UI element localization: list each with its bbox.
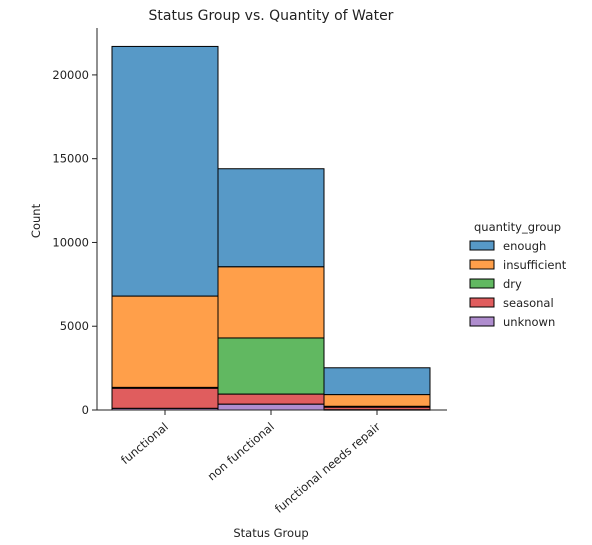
x-tick-label: non functional — [205, 420, 277, 484]
x-axis-label: Status Group — [233, 526, 308, 540]
bar-functional-needs-repair-enough — [323, 367, 431, 396]
bar-non-functional-seasonal — [217, 393, 325, 405]
legend-swatch-unknown — [469, 316, 495, 327]
y-tick-label: 20000 — [52, 68, 89, 82]
legend-swatch-insufficient — [469, 259, 495, 270]
bars-layer — [111, 45, 431, 411]
legend-label-enough: enough — [503, 239, 546, 253]
bar-functional-seasonal — [111, 387, 219, 409]
bar-non-functional-insufficient — [217, 266, 325, 339]
y-tick-label: 0 — [82, 403, 89, 417]
bar-functional-enough — [111, 45, 219, 297]
bar-non-functional-dry — [217, 337, 325, 395]
y-tick-label: 5000 — [60, 319, 89, 333]
legend-label-insufficient: insufficient — [503, 258, 567, 272]
y-axis: 0 5000 10000 15000 20000 — [52, 28, 98, 417]
chart-title: Status Group vs. Quantity of Water — [149, 8, 394, 24]
bar-non-functional-unknown — [217, 403, 325, 411]
y-tick-label: 10000 — [52, 235, 89, 249]
legend-swatch-seasonal — [469, 297, 495, 308]
legend: quantity_group enough insufficient dry seas… — [469, 220, 567, 329]
legend-swatch-enough — [469, 240, 495, 251]
bar-functional-needs-repair-insufficient — [323, 394, 431, 407]
legend-label-seasonal: seasonal — [503, 296, 554, 310]
y-axis-label: Count — [29, 203, 43, 238]
y-tick-label: 15000 — [52, 152, 89, 166]
legend-swatch-dry — [469, 278, 495, 289]
x-tick-label: functional needs repair — [272, 419, 383, 515]
legend-label-dry: dry — [503, 277, 522, 291]
legend-title: quantity_group — [474, 220, 561, 234]
legend-label-unknown: unknown — [503, 315, 555, 329]
bar-non-functional-enough — [217, 168, 325, 268]
bar-functional-insufficient — [111, 295, 219, 388]
x-tick-label: functional — [118, 420, 171, 468]
